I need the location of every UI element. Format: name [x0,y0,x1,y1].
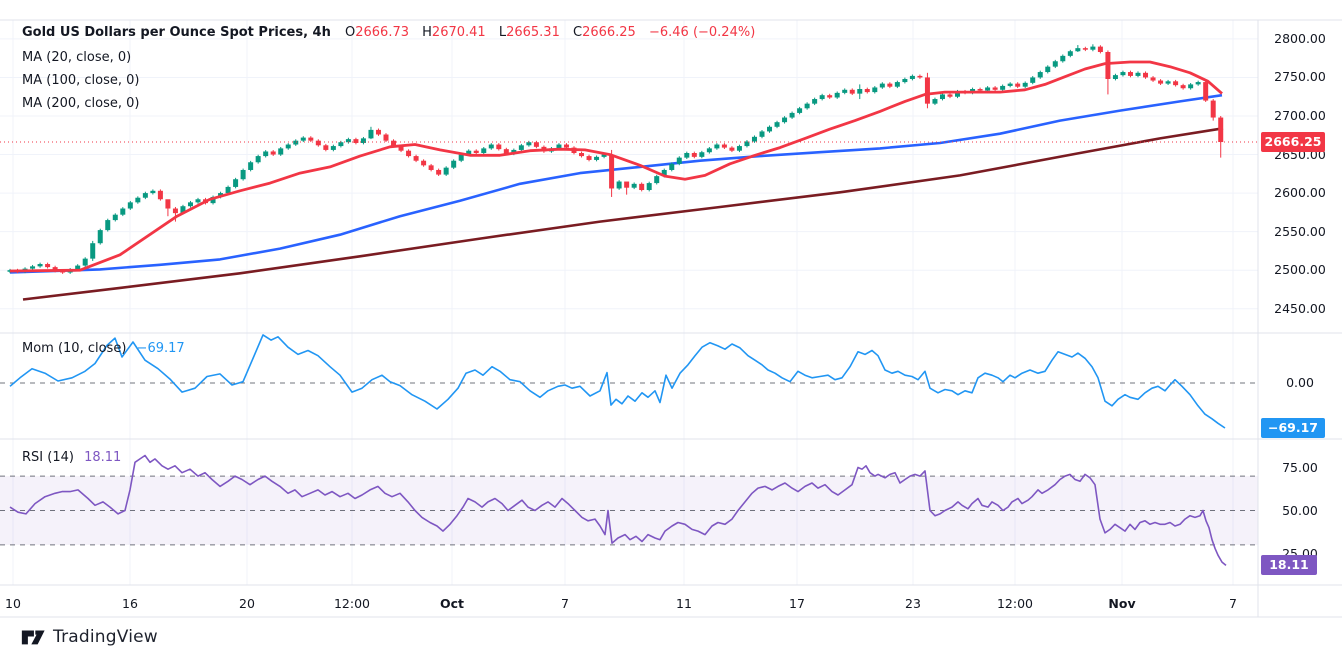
open-value: 2666.73 [355,25,409,40]
rsi-legend: RSI (14) 18.11 [22,450,121,465]
time-tick-label: Oct [439,596,465,611]
low-value: 2665.31 [506,25,560,40]
low-label: L [498,25,507,40]
time-tick-label: 11 [676,596,692,611]
ma200-legend: MA (200, close, 0) [22,96,140,111]
close-value: 2666.25 [582,25,636,40]
momentum-legend: Mom (10, close) −69.17 [22,341,185,356]
symbol-title: Gold US Dollars per Ounce Spot Prices, 4… [22,25,331,40]
time-tick-label: 20 [239,596,255,611]
change-value: −6.46 (−0.24%) [648,25,756,40]
close-label: C [572,25,583,40]
high-label: H [422,25,432,40]
ma100-legend: MA (100, close, 0) [22,73,140,88]
momentum-label: Mom (10, close) [22,341,127,356]
rsi-label: RSI (14) [22,450,74,465]
tradingview-logo[interactable]: TradingView [20,624,158,650]
price-tick-label: 2800.00 [1274,30,1326,46]
ma20-line [9,60,1223,273]
rsi-badge: 18.11 [1261,555,1317,575]
time-tick-label: 16 [122,596,138,611]
price-tick-label: 2600.00 [1274,185,1326,201]
ma200-line [22,127,1224,301]
momentum-badge: −69.17 [1261,418,1325,438]
ma20-legend: MA (20, close, 0) [22,50,132,65]
rsi-tick-label: 75.00 [1282,459,1318,475]
rsi-band [0,476,1258,545]
time-tick-label: 12:00 [996,596,1034,611]
price-tick-label: 2550.00 [1274,223,1326,239]
open-label: O [345,25,356,40]
time-tick-label: Nov [1108,596,1136,611]
tradingview-icon [21,630,45,645]
time-tick-label: 12:00 [333,596,371,611]
price-tick-label: 2700.00 [1274,108,1326,123]
time-tick-label: 17 [789,596,805,611]
momentum-value: −69.17 [136,341,185,356]
price-tick-label: 2750.00 [1274,69,1326,85]
price-tick-label: 2450.00 [1274,300,1326,316]
price-tick-label: 2500.00 [1274,262,1326,278]
time-tick-label: 23 [905,596,921,611]
time-tick-label: 7 [561,596,569,611]
rsi-tick-label: 50.00 [1282,502,1318,518]
high-value: 2670.41 [431,25,486,40]
momentum-line [9,334,1226,429]
rsi-value: 18.11 [84,450,122,465]
time-tick-label: 10 [5,596,21,611]
symbol-legend: Gold US Dollars per Ounce Spot Prices, 4… [22,25,755,40]
time-tick-label: 7 [1229,596,1237,611]
last-price-badge: 2666.25 [1261,132,1325,152]
ma100-line [9,93,1223,274]
candles [7,44,1224,274]
rsi-line [9,454,1227,567]
momentum-tick-label: 0.00 [1286,375,1314,390]
brand-text: TradingView [53,627,158,647]
